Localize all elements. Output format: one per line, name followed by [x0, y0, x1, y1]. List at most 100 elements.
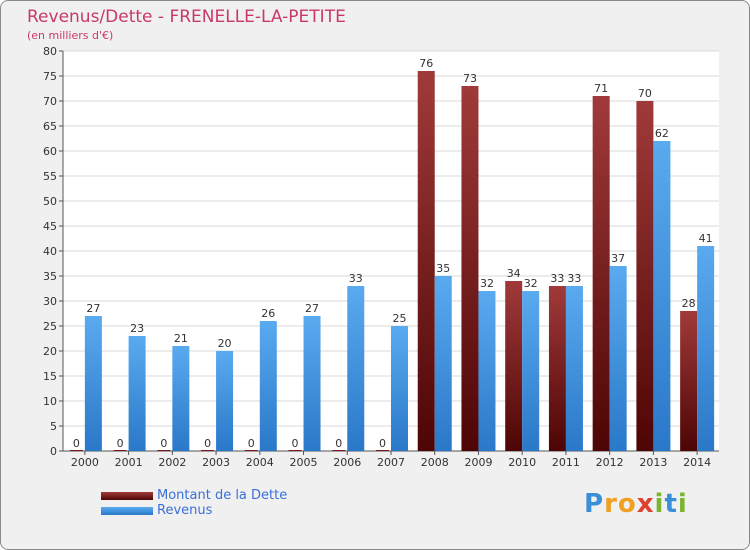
data-label: 0 [73, 437, 80, 450]
chart-title: Revenus/Dette - FRENELLE-LA-PETITE [27, 7, 346, 27]
y-tick-label: 10 [43, 395, 57, 408]
bar-revenus-2004 [259, 321, 277, 451]
data-label: 34 [507, 267, 521, 280]
data-label: 28 [682, 297, 696, 310]
data-label: 23 [130, 322, 144, 335]
legend-swatch-revenus [101, 506, 153, 515]
proxiti-logo: Proxiti [584, 489, 688, 519]
x-tick-label: 2011 [552, 456, 580, 469]
bar-revenus-2012 [609, 266, 627, 451]
x-tick-label: 2006 [333, 456, 361, 469]
y-tick-label: 35 [43, 270, 57, 283]
y-tick-label: 50 [43, 195, 57, 208]
bar-dette-2009 [461, 86, 479, 451]
bar-revenus-2001 [128, 336, 146, 451]
y-tick-label: 25 [43, 320, 57, 333]
data-label: 33 [349, 272, 363, 285]
y-tick-label: 65 [43, 120, 57, 133]
bar-revenus-2009 [478, 291, 496, 451]
data-label: 76 [419, 57, 433, 70]
x-tick-label: 2003 [202, 456, 230, 469]
bar-dette-2012 [592, 96, 610, 451]
bar-revenus-2013 [653, 141, 671, 451]
x-tick-label: 2012 [596, 456, 624, 469]
logo-letter: i [654, 489, 665, 519]
data-label: 0 [204, 437, 211, 450]
x-tick-label: 2010 [508, 456, 536, 469]
x-tick-label: 2009 [464, 456, 492, 469]
logo-letter: x [636, 489, 655, 519]
data-label: 26 [261, 307, 275, 320]
legend-item-dette: Montant de la Dette [101, 488, 287, 503]
legend-label-revenus: Revenus [157, 503, 213, 518]
y-tick-label: 45 [43, 220, 57, 233]
y-tick-label: 60 [43, 145, 57, 158]
y-tick-label: 15 [43, 370, 57, 383]
legend-item-revenus: Revenus [101, 503, 287, 518]
data-label: 0 [160, 437, 167, 450]
data-label: 73 [463, 72, 477, 85]
x-tick-label: 2004 [246, 456, 274, 469]
bar-revenus-2000 [84, 316, 102, 451]
chart-subtitle: (en milliers d'€) [27, 29, 114, 42]
bar-dette-2011 [548, 286, 566, 451]
data-label: 27 [86, 302, 100, 315]
y-tick-label: 0 [50, 445, 57, 458]
bar-revenus-2005 [303, 316, 321, 451]
bar-revenus-2008 [434, 276, 452, 451]
legend-label-dette: Montant de la Dette [157, 488, 288, 503]
data-label: 32 [524, 277, 538, 290]
data-label: 32 [480, 277, 494, 290]
y-tick-label: 75 [43, 70, 57, 83]
y-tick-label: 70 [43, 95, 57, 108]
x-tick-label: 2014 [683, 456, 711, 469]
bar-revenus-2006 [347, 286, 365, 451]
data-label: 71 [594, 82, 608, 95]
x-tick-label: 2007 [377, 456, 405, 469]
data-label: 0 [379, 437, 386, 450]
logo-letter: i [677, 489, 688, 519]
data-label: 70 [638, 87, 652, 100]
legend-swatch-dette [101, 491, 153, 500]
data-label: 35 [436, 262, 450, 275]
data-label: 37 [611, 252, 625, 265]
x-tick-label: 2000 [71, 456, 99, 469]
y-tick-label: 55 [43, 170, 57, 183]
data-label: 62 [655, 127, 669, 140]
data-label: 27 [305, 302, 319, 315]
logo-letter: o [617, 489, 637, 519]
data-label: 21 [174, 332, 188, 345]
bar-dette-2010 [505, 281, 523, 451]
x-tick-label: 2002 [158, 456, 186, 469]
legend: Montant de la Dette Revenus [101, 488, 287, 518]
bar-revenus-2007 [391, 326, 408, 451]
data-label: 0 [248, 437, 255, 450]
data-label: 33 [567, 272, 581, 285]
logo-letter: r [604, 489, 618, 519]
y-tick-label: 20 [43, 345, 57, 358]
x-tick-label: 2013 [639, 456, 667, 469]
x-tick-label: 2001 [115, 456, 143, 469]
bar-revenus-2003 [216, 351, 234, 451]
bar-dette-2014 [680, 311, 698, 451]
data-label: 20 [218, 337, 232, 350]
data-label: 0 [335, 437, 342, 450]
y-tick-label: 80 [43, 45, 57, 58]
logo-letter: t [664, 489, 678, 519]
y-tick-label: 5 [50, 420, 57, 433]
bar-dette-2008 [417, 71, 435, 451]
bar-revenus-2002 [172, 346, 190, 451]
bar-revenus-2011 [565, 286, 583, 451]
logo-letter: P [584, 489, 605, 519]
data-label: 33 [550, 272, 564, 285]
data-label: 0 [117, 437, 124, 450]
x-tick-label: 2008 [421, 456, 449, 469]
bar-revenus-2014 [697, 246, 715, 451]
data-label: 0 [292, 437, 299, 450]
bar-revenus-2010 [522, 291, 540, 451]
y-tick-label: 30 [43, 295, 57, 308]
y-tick-label: 40 [43, 245, 57, 258]
data-label: 25 [393, 312, 407, 325]
